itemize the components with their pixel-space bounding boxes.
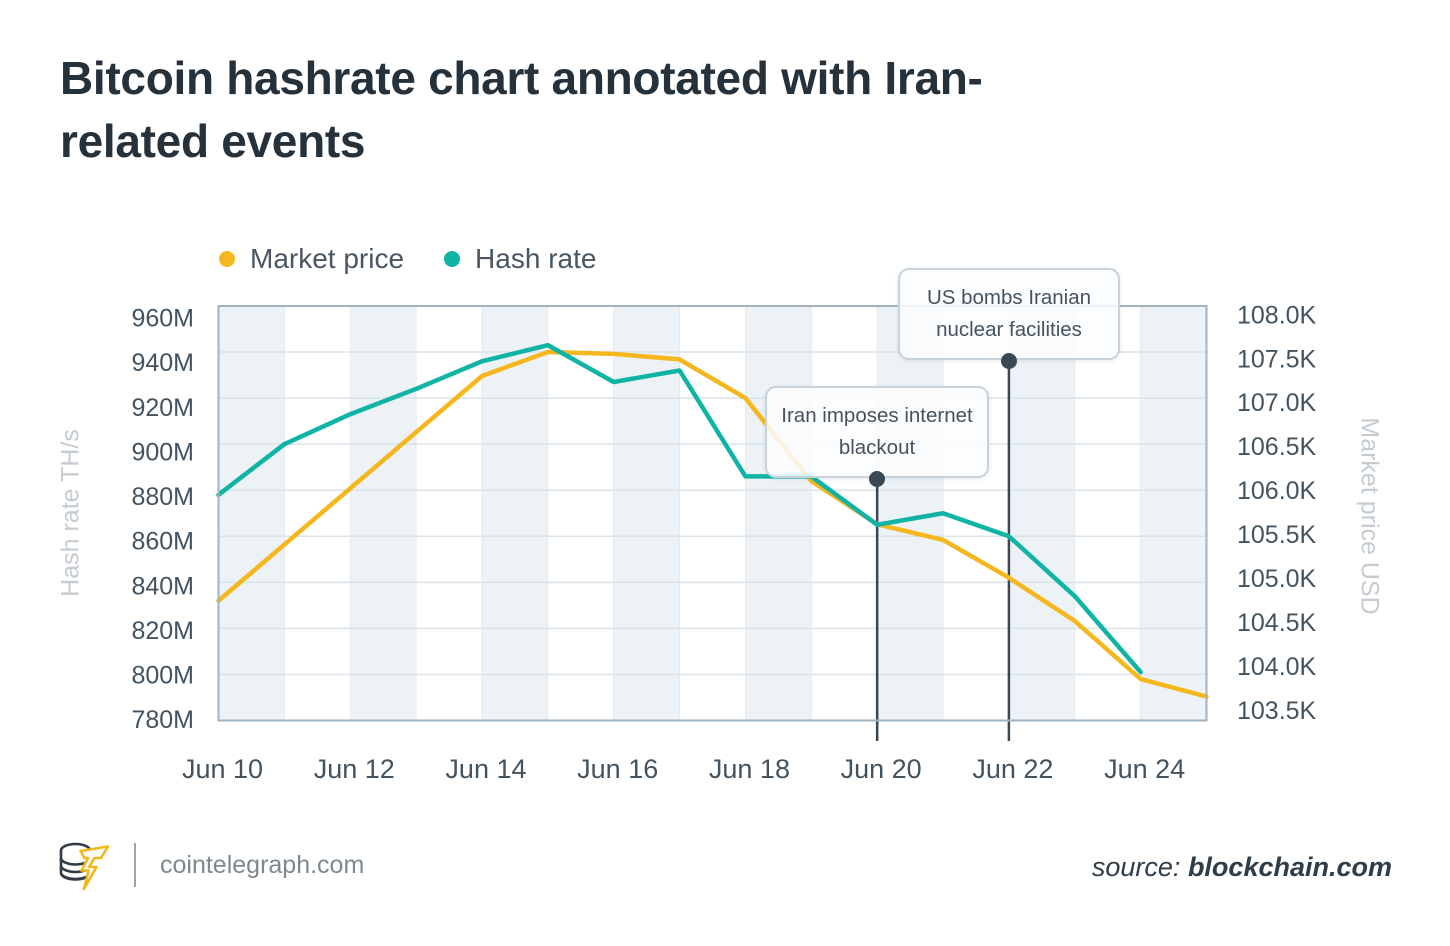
annotation-us-bombs: US bombs Iranian nuclear facilities [898, 268, 1120, 360]
left-axis-tick: 780M [131, 706, 194, 734]
right-axis-tick: 107.0K [1237, 389, 1317, 417]
day-band [1140, 306, 1207, 721]
footer-brand-url: cointelegraph.com [160, 850, 365, 879]
x-axis-tick: Jun 22 [972, 754, 1053, 784]
left-axis-tick: 900M [131, 438, 194, 466]
x-axis-tick: Jun 12 [314, 754, 395, 784]
right-axis-tick: 105.5K [1237, 521, 1317, 549]
x-axis-tick: Jun 20 [841, 754, 922, 784]
source-prefix: source: [1091, 852, 1181, 882]
right-axis-tick: 108.0K [1237, 301, 1317, 329]
source-url: blockchain.com [1187, 852, 1392, 882]
x-axis-tick: Jun 16 [577, 754, 658, 784]
left-axis-title: Hash rate TH/s [56, 429, 85, 597]
left-axis-tick: 860M [131, 528, 194, 556]
x-axis-tick: Jun 18 [709, 754, 790, 784]
day-band [613, 306, 680, 721]
left-axis-tick: 920M [131, 394, 194, 422]
left-axis-tick: 800M [131, 662, 194, 690]
day-band [1008, 306, 1075, 721]
day-band [745, 306, 812, 721]
right-axis-title: Market price USD [1355, 417, 1384, 615]
legend-label-hash-rate: Hash rate [475, 243, 597, 274]
page-title: Bitcoin hashrate chart annotated with Ir… [60, 52, 983, 167]
left-axis-tick: 880M [131, 483, 194, 511]
cointelegraph-logo-icon [59, 842, 110, 891]
market-price-line [216, 349, 1209, 699]
left-axis-tick: 820M [131, 617, 194, 645]
right-axis-tick: 106.5K [1237, 433, 1317, 461]
legend-item-hash-rate: Hash rate [444, 243, 596, 275]
right-axis-tick: 106.0K [1237, 477, 1317, 505]
footer-brand-block: cointelegraph.com [56, 836, 364, 894]
x-axis-tick: Jun 10 [182, 754, 263, 784]
legend-label-market-price: Market price [250, 243, 405, 274]
market-price-swatch-icon [219, 251, 235, 267]
left-axis-tick: 940M [131, 349, 194, 377]
plot-border [217, 305, 1208, 722]
x-axis-tick: Jun 24 [1104, 754, 1185, 784]
right-axis-tick: 107.5K [1237, 345, 1317, 373]
chart-legend: Market price Hash rate [219, 243, 596, 275]
day-band [218, 306, 285, 721]
hash-rate-line [216, 342, 1143, 675]
annotation-iran-blackout: Iran imposes internet blackout [765, 386, 989, 478]
right-axis-tick: 103.5K [1237, 697, 1317, 725]
legend-item-market-price: Market price [219, 243, 404, 275]
x-axis-tick: Jun 14 [445, 754, 526, 784]
left-axis-tick: 960M [131, 305, 194, 333]
left-axis-tick: 840M [131, 572, 194, 600]
day-band [350, 306, 417, 721]
hash-rate-swatch-icon [444, 251, 461, 267]
footer-divider [134, 843, 136, 887]
day-band [481, 306, 548, 721]
right-axis-tick: 104.0K [1237, 653, 1317, 681]
source-credit: source: blockchain.com [1092, 852, 1392, 883]
right-axis-tick: 104.5K [1237, 609, 1317, 637]
right-axis-tick: 105.0K [1237, 565, 1317, 593]
